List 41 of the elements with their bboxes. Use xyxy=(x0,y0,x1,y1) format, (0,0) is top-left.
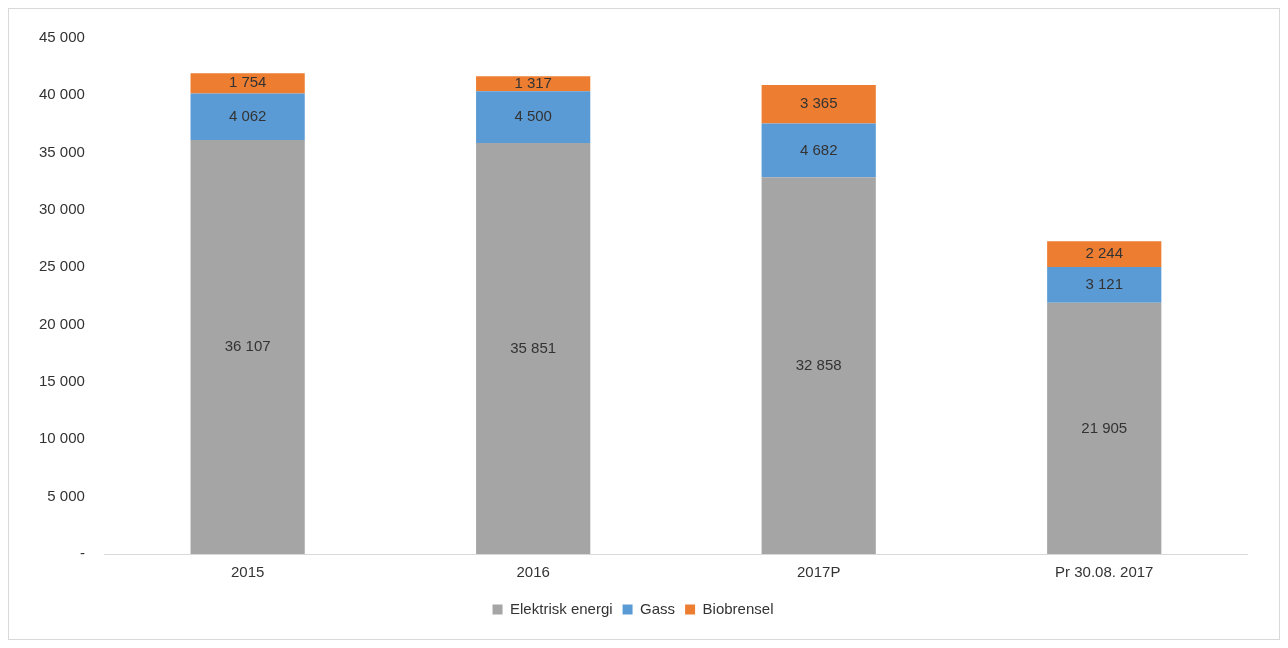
x-tick-label: Pr 30.08. 2017 xyxy=(1055,563,1154,581)
data-label: 35 851 xyxy=(510,338,557,356)
y-tick-label: - xyxy=(79,544,85,562)
data-label: 21 905 xyxy=(1081,418,1128,436)
data-label: 3 121 xyxy=(1085,275,1124,293)
bar xyxy=(190,139,305,554)
data-label: 32 858 xyxy=(795,355,842,373)
data-label: 1 317 xyxy=(514,73,552,91)
legend-label: Elektrisk energi xyxy=(510,599,613,617)
data-label: 4 062 xyxy=(228,106,267,124)
y-tick-label: 5 000 xyxy=(47,486,85,504)
bar xyxy=(761,177,876,554)
y-tick-label: 35 000 xyxy=(38,142,85,160)
x-tick-label: 2016 xyxy=(516,563,550,581)
y-tick-label: 45 000 xyxy=(38,28,85,46)
data-label: 1 754 xyxy=(228,73,267,91)
bar xyxy=(190,93,305,140)
y-tick-label: 15 000 xyxy=(38,372,85,390)
x-tick-label: 2017P xyxy=(797,563,841,581)
data-label: 4 500 xyxy=(514,107,552,125)
bar xyxy=(1047,267,1162,303)
y-tick-label: 30 000 xyxy=(38,200,85,218)
bar xyxy=(761,123,876,178)
bar xyxy=(476,142,591,554)
y-tick-label: 40 000 xyxy=(38,85,85,103)
bar xyxy=(1047,302,1162,554)
y-tick-label: 10 000 xyxy=(38,429,85,447)
bar xyxy=(476,76,591,92)
legend-label: Gass xyxy=(640,599,676,617)
data-label: 2 244 xyxy=(1085,244,1124,262)
legend-label: Biobrensel xyxy=(702,599,774,617)
data-label: 36 107 xyxy=(224,337,271,355)
data-label: 4 682 xyxy=(799,140,838,158)
y-tick-label: 25 000 xyxy=(38,257,85,275)
y-tick-label: 20 000 xyxy=(38,314,85,332)
bar xyxy=(190,73,305,94)
data-label: 3 365 xyxy=(799,94,838,112)
bar xyxy=(761,84,876,124)
bar xyxy=(1047,241,1162,268)
bar xyxy=(476,91,591,143)
x-tick-label: 2015 xyxy=(230,563,265,581)
